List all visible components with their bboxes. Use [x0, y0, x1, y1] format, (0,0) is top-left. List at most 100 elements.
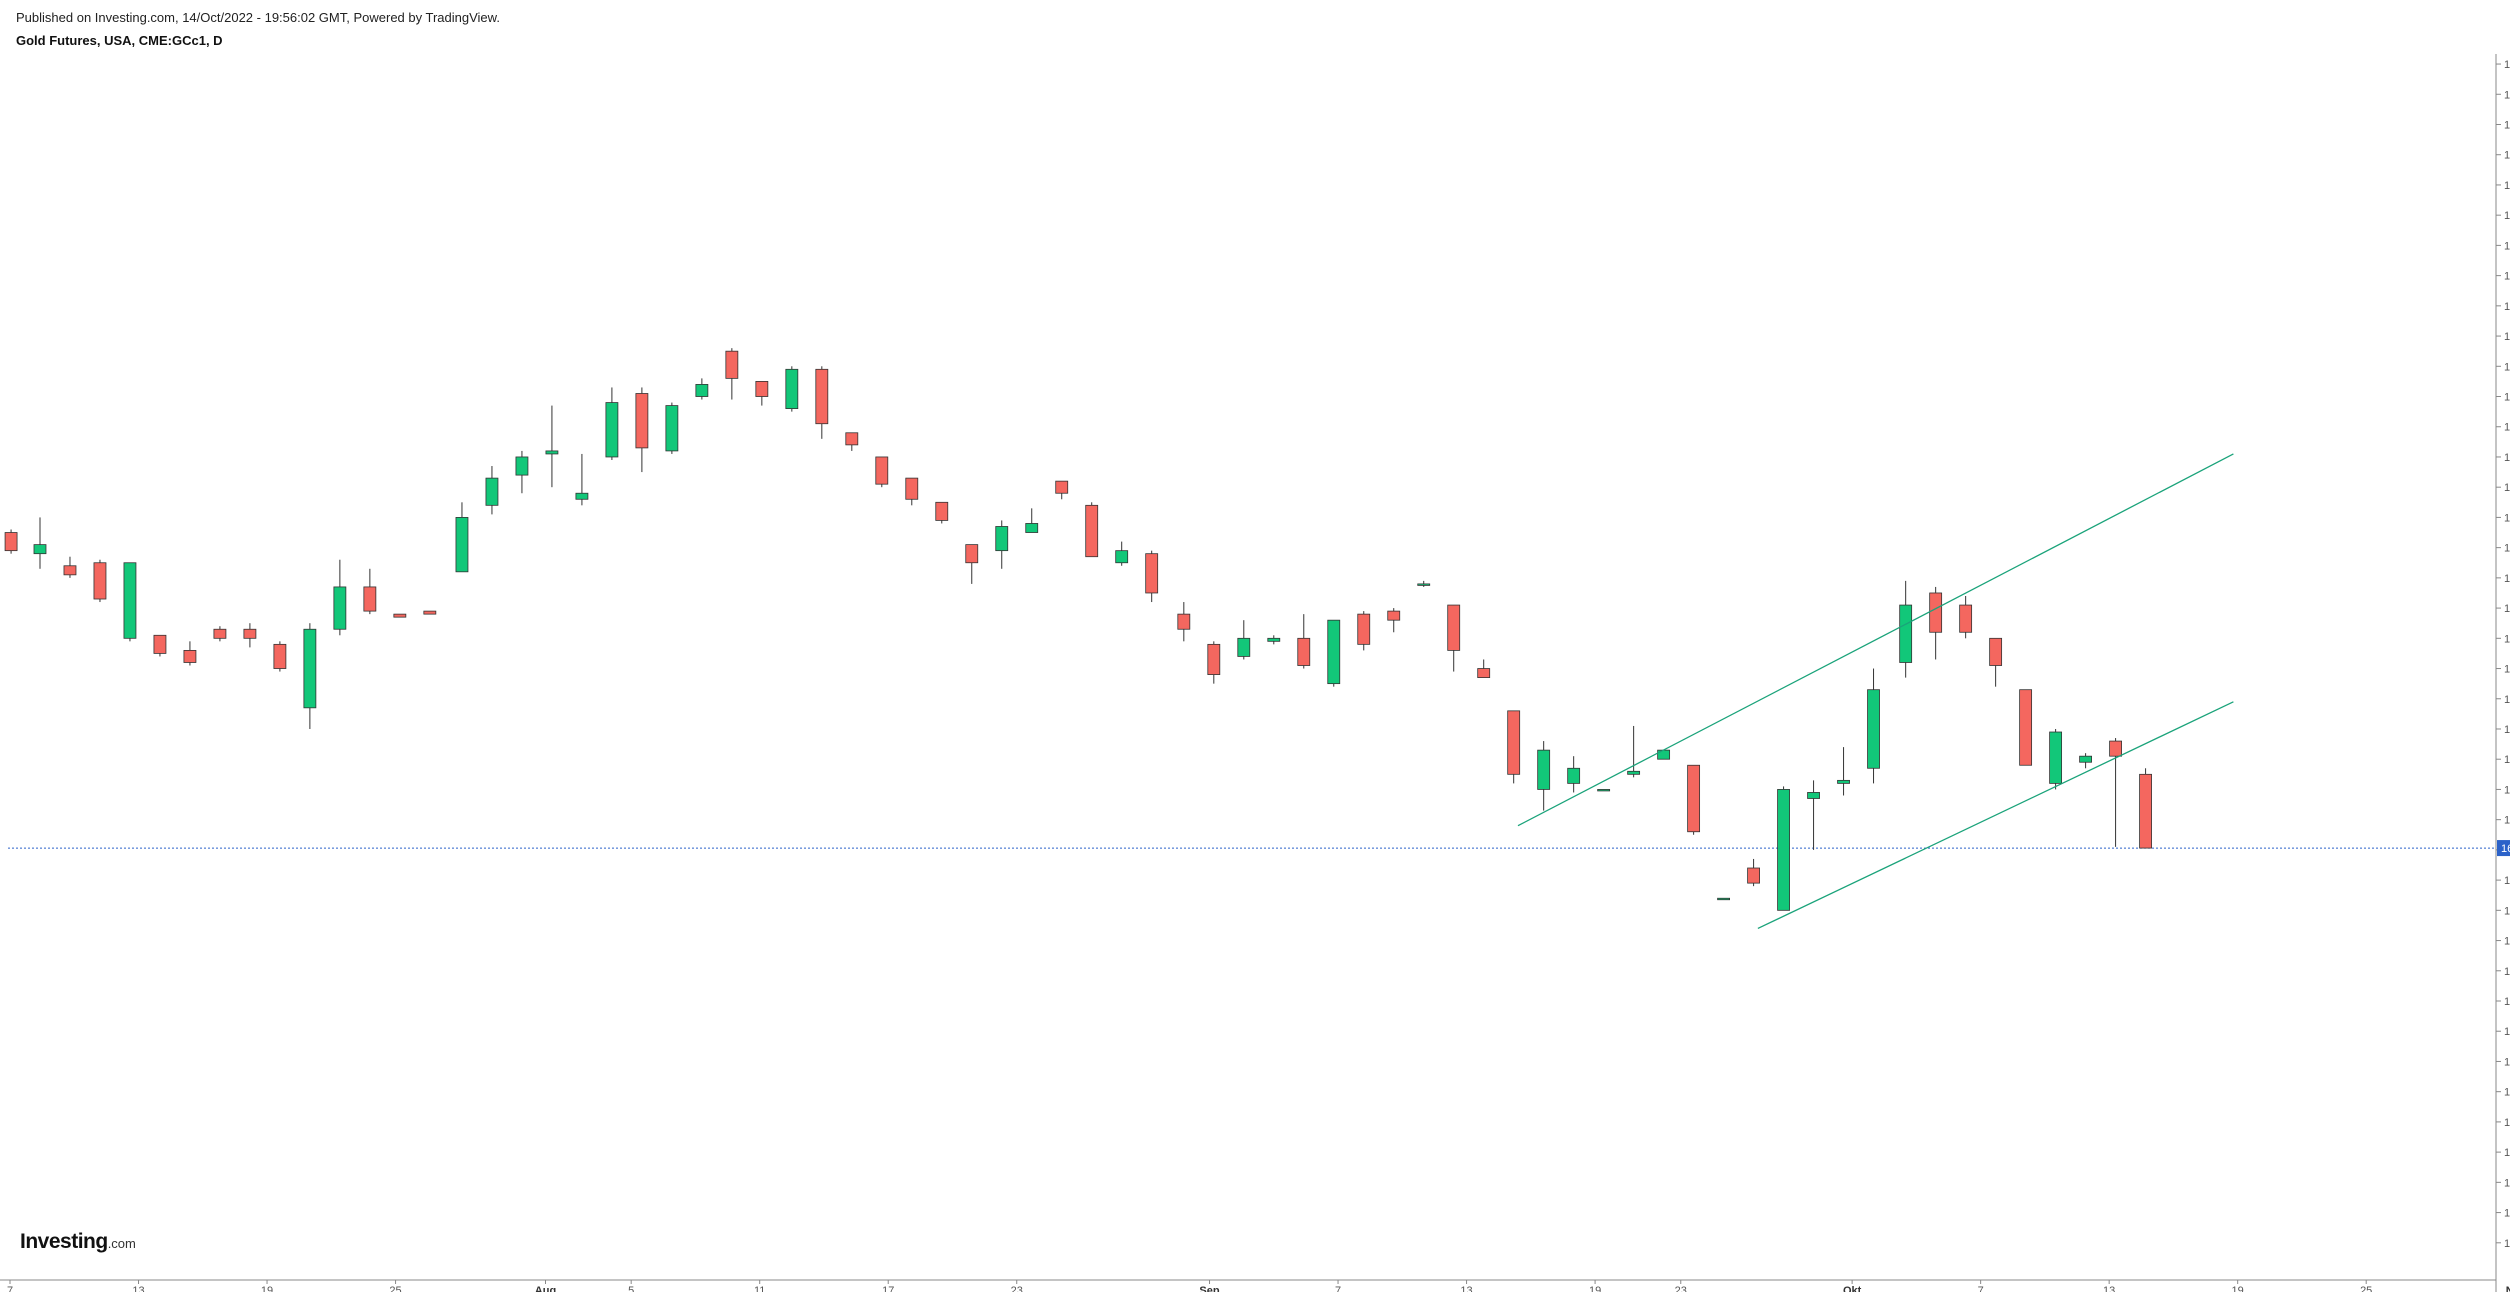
- candle-body: [1807, 792, 1820, 799]
- candle[interactable]: [785, 366, 799, 412]
- candle[interactable]: [1115, 541, 1129, 566]
- candle[interactable]: [303, 623, 317, 729]
- candle[interactable]: [1837, 747, 1850, 796]
- candle[interactable]: [2049, 728, 2063, 790]
- candle[interactable]: [905, 477, 919, 506]
- candle[interactable]: [1627, 725, 1641, 778]
- candle[interactable]: [1687, 764, 1701, 835]
- y-tick-label: 1590.00: [2504, 996, 2510, 1008]
- candle-body: [515, 456, 529, 476]
- candle[interactable]: [1989, 637, 2003, 687]
- candle[interactable]: [123, 562, 137, 642]
- candle[interactable]: [1267, 635, 1281, 645]
- x-tick-label: 19: [1589, 1285, 1601, 1292]
- candle[interactable]: [935, 501, 949, 524]
- candle-body: [2139, 773, 2152, 849]
- candle[interactable]: [515, 450, 529, 494]
- candle[interactable]: [1507, 710, 1521, 784]
- candle[interactable]: [1867, 668, 1880, 784]
- candle-body: [725, 350, 739, 379]
- candle[interactable]: [845, 432, 859, 451]
- candle[interactable]: [1387, 608, 1401, 633]
- candle[interactable]: [725, 348, 739, 400]
- candle[interactable]: [2139, 768, 2152, 849]
- x-tick-label: 19: [2232, 1285, 2244, 1292]
- current-price-tag: 1640.60: [2497, 840, 2510, 857]
- candle-body: [575, 492, 589, 500]
- candle[interactable]: [1807, 780, 1820, 850]
- candle[interactable]: [575, 453, 589, 506]
- candle[interactable]: [1447, 604, 1461, 672]
- candle[interactable]: [815, 366, 829, 439]
- candle[interactable]: [1717, 897, 1730, 901]
- candle[interactable]: [545, 405, 559, 488]
- candle-body: [1717, 897, 1730, 901]
- candle[interactable]: [455, 502, 469, 573]
- candle[interactable]: [995, 520, 1009, 569]
- candle-body: [965, 544, 979, 564]
- candle[interactable]: [423, 610, 437, 615]
- candle[interactable]: [965, 544, 979, 584]
- candle-body: [273, 643, 287, 669]
- candle[interactable]: [1929, 586, 1943, 660]
- candle[interactable]: [1899, 580, 1913, 678]
- candle[interactable]: [273, 641, 287, 672]
- y-tick-label: 1880.00: [2504, 119, 2510, 131]
- candle[interactable]: [183, 641, 197, 666]
- candle-body: [1207, 643, 1221, 675]
- candle[interactable]: [1145, 550, 1159, 603]
- candle[interactable]: [2019, 689, 2033, 766]
- candle[interactable]: [2109, 738, 2122, 847]
- candle[interactable]: [1327, 619, 1341, 687]
- candle[interactable]: [1597, 789, 1611, 792]
- candle[interactable]: [213, 626, 227, 642]
- y-tick-label: 1510.00: [2504, 1238, 2510, 1250]
- candle[interactable]: [1055, 480, 1069, 500]
- trendline[interactable]: [1517, 453, 2234, 827]
- candle[interactable]: [1025, 508, 1039, 533]
- candle[interactable]: [1207, 641, 1221, 684]
- candle[interactable]: [4, 529, 18, 554]
- candle[interactable]: [875, 456, 889, 488]
- candle[interactable]: [695, 378, 709, 400]
- candle[interactable]: [1177, 602, 1191, 642]
- candle[interactable]: [1537, 741, 1551, 811]
- candle[interactable]: [1237, 620, 1251, 660]
- candle[interactable]: [63, 556, 77, 578]
- candle[interactable]: [1085, 502, 1099, 558]
- candle[interactable]: [1297, 614, 1311, 669]
- candle[interactable]: [363, 568, 377, 615]
- candle[interactable]: [33, 517, 47, 569]
- x-tick-label: Nov: [2506, 1285, 2510, 1292]
- y-tick-label: 1700.00: [2504, 664, 2510, 676]
- candle[interactable]: [1357, 611, 1371, 651]
- candle[interactable]: [333, 559, 347, 636]
- logo-domain: .com: [107, 1236, 136, 1251]
- candle[interactable]: [1477, 659, 1491, 679]
- y-axis[interactable]: 1510.00 1520.00 1530.00 1540.00 1550.00 1560.…: [2495, 54, 2510, 1292]
- candle[interactable]: [393, 613, 407, 618]
- candle[interactable]: [2079, 753, 2092, 769]
- y-tick-label: 1610.00: [2504, 936, 2510, 948]
- candle[interactable]: [605, 387, 619, 460]
- y-tick-label: 1860.00: [2504, 180, 2510, 192]
- candle[interactable]: [665, 402, 679, 454]
- candle[interactable]: [485, 466, 499, 515]
- candle[interactable]: [1777, 786, 1790, 911]
- candle[interactable]: [1747, 858, 1760, 887]
- y-tick-label: 1650.00: [2504, 815, 2510, 827]
- candle[interactable]: [243, 623, 257, 648]
- x-axis[interactable]: 7 13 19 25 Aug 5 11 17 23 Sep 7 13 19 23 Okt 7 13 19 25 Nov…: [0, 1279, 2510, 1292]
- candle[interactable]: [755, 381, 769, 406]
- candle[interactable]: [1417, 580, 1431, 587]
- trendline[interactable]: [1757, 701, 2234, 930]
- candle[interactable]: [93, 559, 107, 603]
- candle[interactable]: [1567, 756, 1581, 793]
- price-tag-bg: [2497, 840, 2510, 857]
- y-tick-label: 1760.00: [2504, 482, 2510, 494]
- candle[interactable]: [635, 387, 649, 473]
- candle[interactable]: [1959, 595, 1973, 639]
- candle-body: [755, 381, 769, 397]
- candle[interactable]: [153, 634, 167, 657]
